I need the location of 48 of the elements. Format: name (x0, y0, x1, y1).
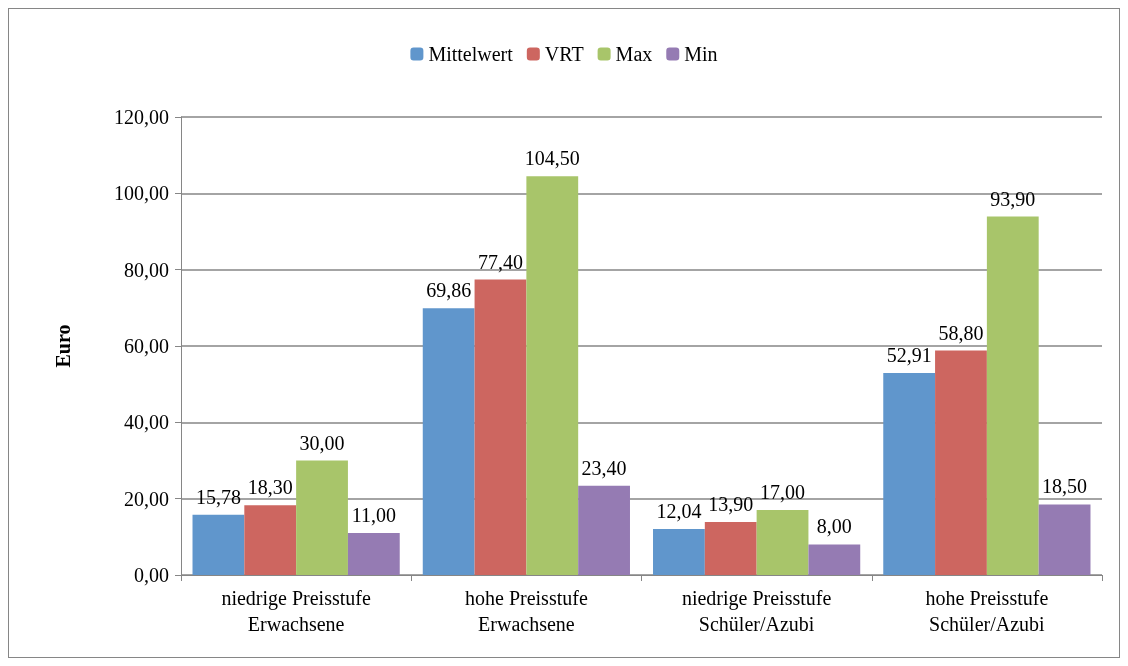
data-label: 17,00 (760, 481, 806, 504)
y-tick-label: 60,00 (124, 335, 169, 357)
data-label: 11,00 (351, 504, 396, 527)
bar (756, 510, 809, 575)
bar (808, 544, 861, 575)
bar (422, 308, 475, 575)
bar (653, 529, 705, 575)
x-tick-label: niedrige Preisstufe Schüler/Azubi (681, 587, 832, 635)
data-label: 69,86 (426, 279, 472, 302)
y-axis-title: Euro (52, 324, 74, 368)
y-tick-label: 40,00 (124, 411, 169, 434)
y-tick-label: 80,00 (124, 258, 169, 281)
data-label: 23,40 (581, 456, 627, 479)
bar (244, 505, 297, 575)
data-label: 15,78 (195, 485, 241, 508)
data-label: 18,50 (1042, 475, 1088, 498)
x-tick-label: niedrige Preisstufe Erwachsene (221, 587, 371, 635)
data-label: 18,30 (247, 476, 293, 499)
bar (935, 350, 987, 575)
legend-label: Max (615, 43, 653, 65)
bar (883, 373, 936, 575)
bar (704, 521, 757, 575)
bar (296, 460, 348, 575)
legend-label: Min (684, 43, 718, 65)
data-label: 8,00 (816, 515, 852, 538)
bar (347, 533, 400, 575)
x-tick-label: hohe Preisstufe Erwachsene (464, 587, 588, 635)
legend-label: VRT (544, 43, 584, 65)
bar (1038, 504, 1091, 575)
legend-label: Mittelwert (428, 43, 514, 65)
y-tick-label: 120,00 (114, 106, 169, 128)
data-label: 58,80 (938, 321, 984, 344)
bar (526, 176, 579, 575)
data-label: 30,00 (299, 431, 345, 454)
x-tick-label: hohe Preisstufe Schüler/Azubi (925, 587, 1049, 635)
bar (192, 514, 245, 575)
data-label: 12,04 (656, 500, 702, 523)
bar (474, 279, 527, 575)
data-label: 93,90 (990, 187, 1036, 210)
data-label: 52,91 (886, 344, 932, 367)
bar (578, 485, 630, 575)
y-tick-label: 20,00 (124, 487, 169, 510)
data-label: 13,90 (708, 492, 754, 515)
bar (986, 216, 1039, 575)
data-label: 104,50 (524, 147, 580, 170)
y-tick-label: 100,00 (114, 182, 169, 205)
data-label: 77,40 (477, 250, 523, 273)
y-tick-label: 0,00 (134, 564, 169, 586)
